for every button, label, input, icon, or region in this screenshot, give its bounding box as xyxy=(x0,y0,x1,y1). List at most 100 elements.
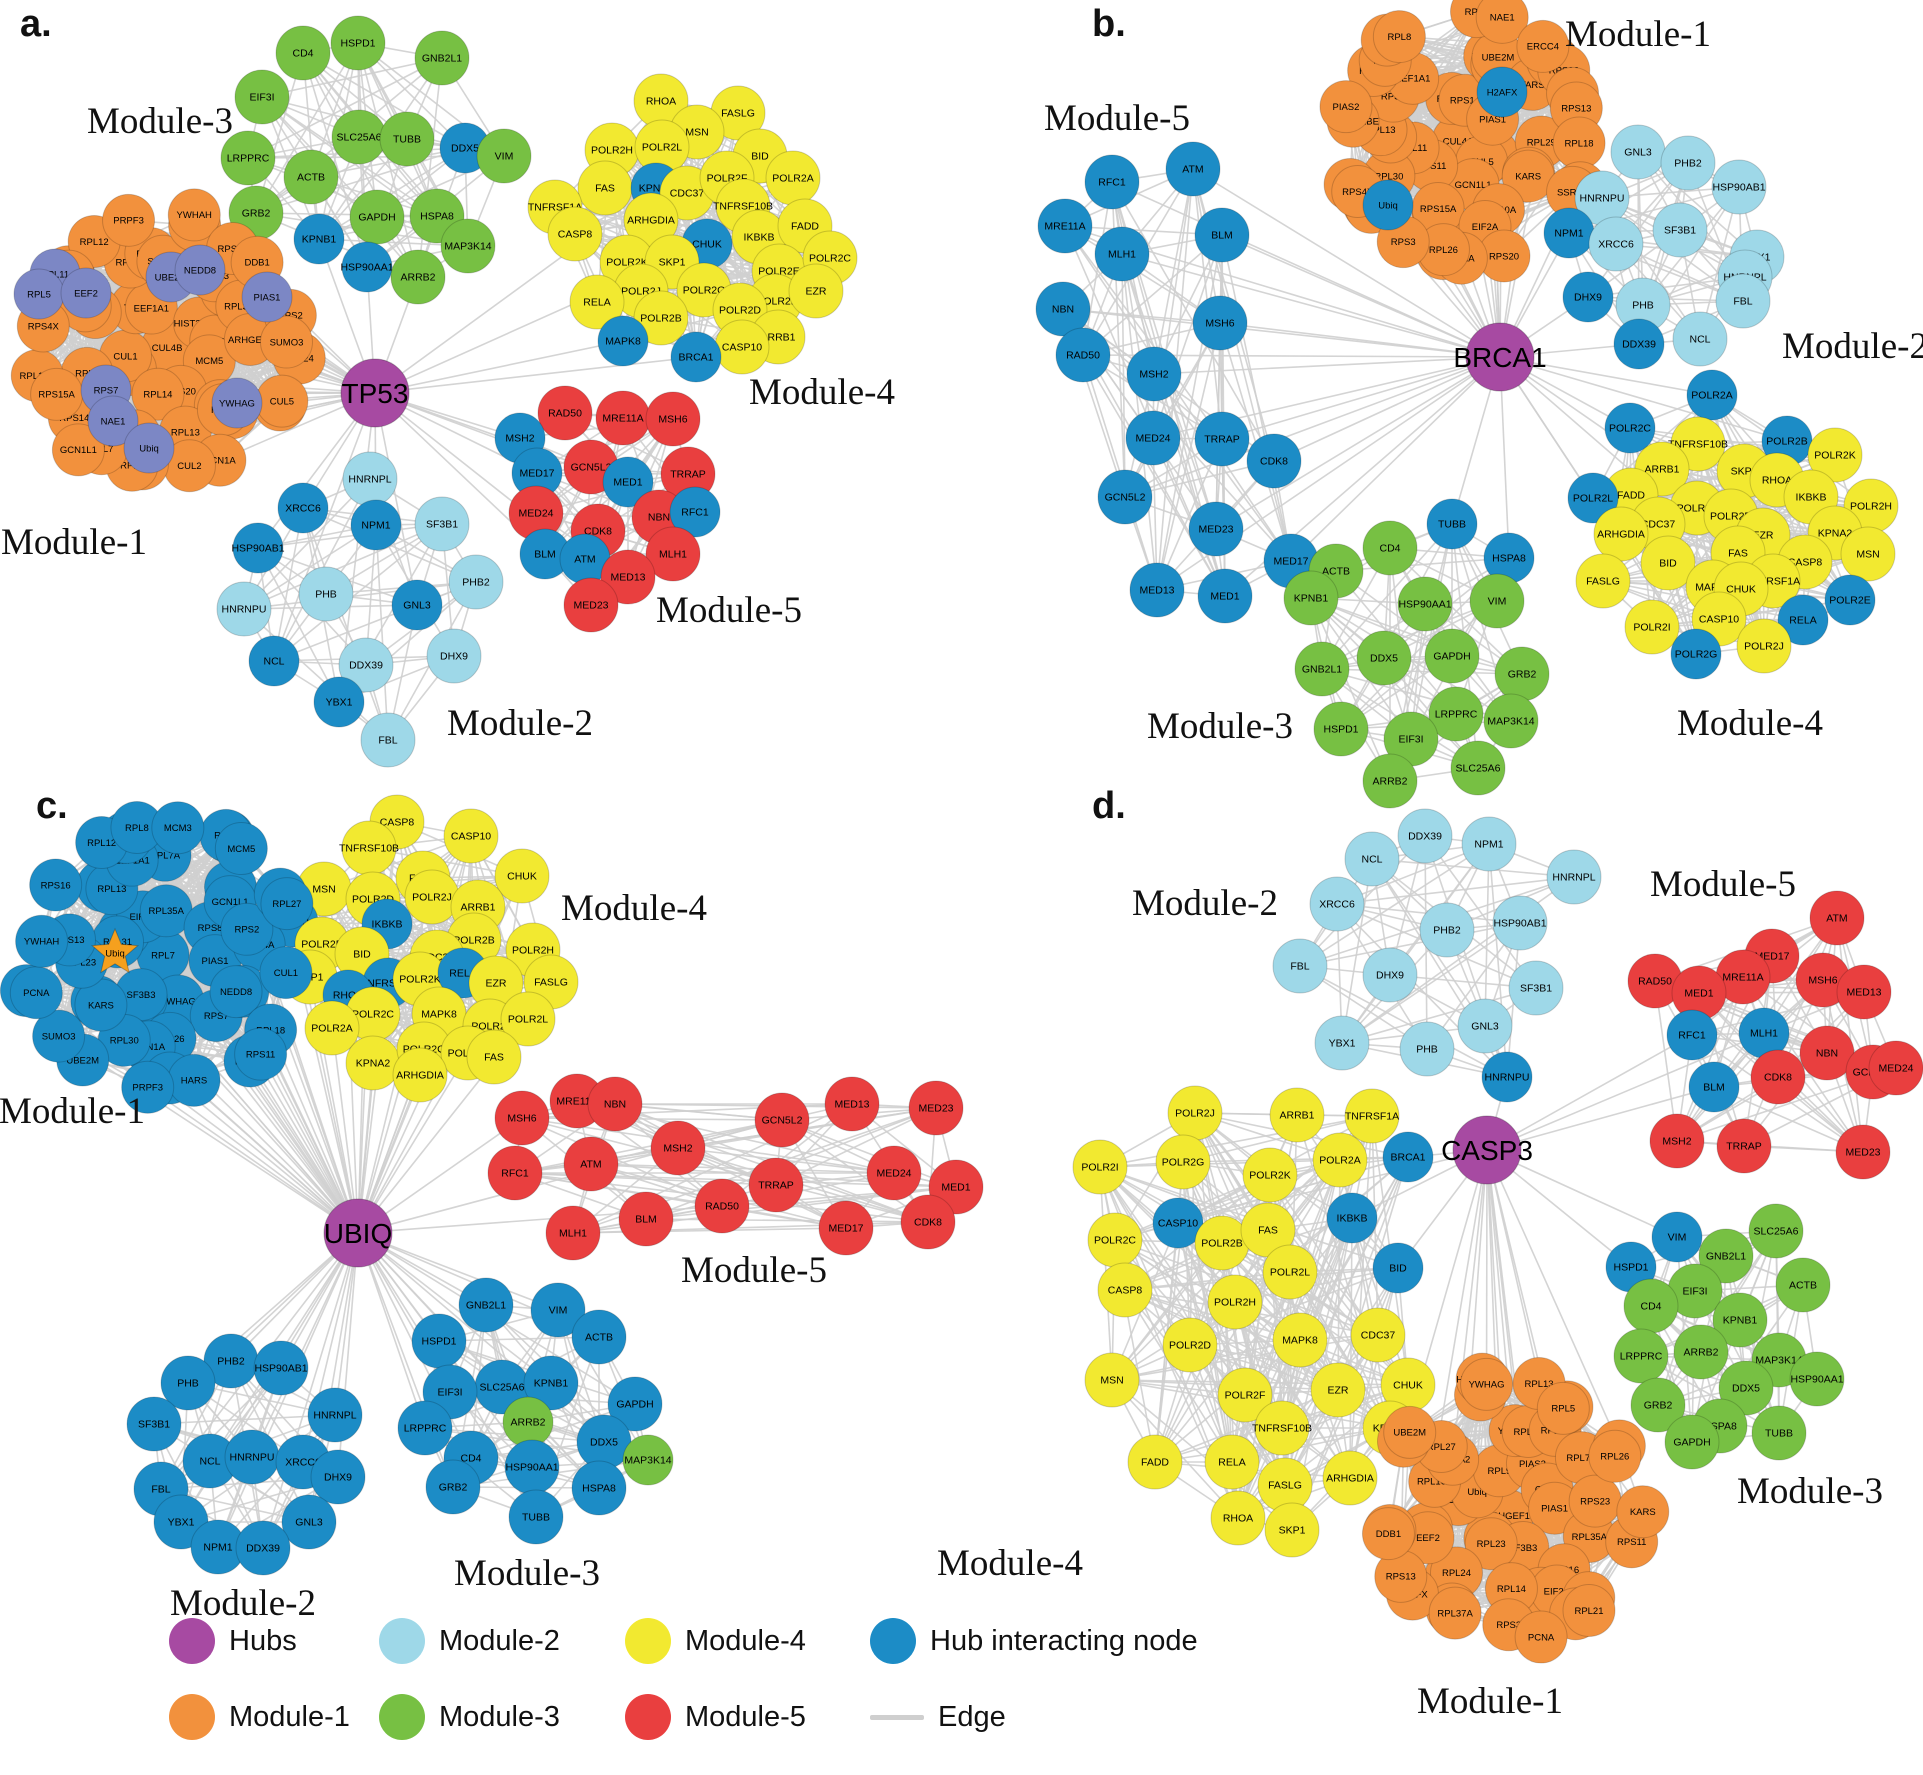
node-BRCA1[interactable] xyxy=(670,331,722,383)
node-DDX39[interactable] xyxy=(338,637,394,693)
node-SUMO3[interactable] xyxy=(32,1009,86,1063)
node-RELA[interactable] xyxy=(569,274,625,330)
node-DHX9[interactable] xyxy=(426,628,482,684)
node-XRCC6[interactable] xyxy=(1588,216,1644,272)
node-BLM[interactable] xyxy=(618,1191,674,1247)
node-PRPF3[interactable] xyxy=(121,1060,175,1114)
node-GNB2L1[interactable] xyxy=(414,30,470,86)
node-MRE11A[interactable] xyxy=(595,390,651,446)
node-MED17[interactable] xyxy=(818,1200,874,1256)
node-DDX39[interactable] xyxy=(1613,318,1665,370)
node-POLR2I[interactable] xyxy=(1624,599,1680,655)
node-MAP3K14[interactable] xyxy=(440,218,496,274)
node-CDK8[interactable] xyxy=(900,1194,956,1250)
node-RFC1[interactable] xyxy=(669,486,721,538)
node-NEDD8[interactable] xyxy=(174,244,226,296)
node-TUBB[interactable] xyxy=(379,111,435,167)
node-ARRB2[interactable] xyxy=(390,249,446,305)
node-NPM1[interactable] xyxy=(350,499,402,551)
node-SF3B1[interactable] xyxy=(126,1396,182,1452)
node-TUBB[interactable] xyxy=(508,1489,564,1545)
node-LRPPRC[interactable] xyxy=(220,130,276,186)
node-PHB2[interactable] xyxy=(1660,135,1716,191)
node-GAPDH[interactable] xyxy=(1424,628,1480,684)
node-ARHGDIA[interactable] xyxy=(1593,506,1649,562)
node-GCN5L2[interactable] xyxy=(754,1092,810,1148)
node-ACTB[interactable] xyxy=(283,149,339,205)
node-VIM[interactable] xyxy=(476,128,532,184)
node-RPS16[interactable] xyxy=(29,858,83,912)
node-HSP90AA1[interactable] xyxy=(341,241,393,293)
node-RPL27[interactable] xyxy=(260,877,314,931)
node-HSP90AA1[interactable] xyxy=(1397,576,1453,632)
node-POLR2L[interactable] xyxy=(1567,472,1619,524)
node-POLR2L[interactable] xyxy=(500,991,556,1047)
node-CD4[interactable] xyxy=(275,25,331,81)
node-NCL[interactable] xyxy=(248,635,300,687)
node-MLH1[interactable] xyxy=(645,526,701,582)
node-HARS[interactable] xyxy=(167,1053,221,1107)
node-MSH6[interactable] xyxy=(1192,295,1248,351)
node-PHB[interactable] xyxy=(160,1355,216,1411)
node-MSH2[interactable] xyxy=(1126,346,1182,402)
node-EZR[interactable] xyxy=(788,263,844,319)
node-EEF2[interactable] xyxy=(60,267,112,319)
node-MED24[interactable] xyxy=(866,1145,922,1201)
node-GNB2L1[interactable] xyxy=(458,1277,514,1333)
node-POLR2K[interactable] xyxy=(1807,427,1863,483)
node-MCM3[interactable] xyxy=(151,801,205,855)
node-RPS15A[interactable] xyxy=(30,367,84,421)
node-ATM[interactable] xyxy=(1165,141,1221,197)
node-POLR2A[interactable] xyxy=(765,150,821,206)
node-CD4[interactable] xyxy=(1362,520,1418,576)
node-CASP10[interactable] xyxy=(714,319,770,375)
node-MSN[interactable] xyxy=(1840,526,1896,582)
node-RFC1[interactable] xyxy=(487,1145,543,1201)
node-NBN[interactable] xyxy=(587,1076,643,1132)
node-Ubiq[interactable] xyxy=(90,927,140,974)
node-NCL[interactable] xyxy=(1672,311,1728,367)
node-NAE1[interactable] xyxy=(87,395,139,447)
node-FASLG[interactable] xyxy=(1575,553,1631,609)
node-ERCC4[interactable] xyxy=(1516,19,1570,73)
node-YWHAH[interactable] xyxy=(167,188,221,242)
node-RPL14[interactable] xyxy=(131,367,185,421)
node-EIF3I[interactable] xyxy=(234,69,290,125)
node-POLR2G[interactable] xyxy=(1670,628,1722,680)
node-PIAS1[interactable] xyxy=(241,271,293,323)
node-HNRNPU[interactable] xyxy=(216,581,272,637)
node-GAPDH[interactable] xyxy=(349,189,405,245)
node-SLC25A6[interactable] xyxy=(331,109,387,165)
node-RPL8[interactable] xyxy=(1372,10,1426,64)
node-POLR2B[interactable] xyxy=(633,290,689,346)
node-DDX39[interactable] xyxy=(235,1520,291,1576)
node-PIAS2[interactable] xyxy=(1319,80,1373,134)
node-MED24[interactable] xyxy=(1125,410,1181,466)
node-MAP3K14[interactable] xyxy=(1483,693,1539,749)
node-POLR2J[interactable] xyxy=(1736,618,1792,674)
node-GNB2L1[interactable] xyxy=(1294,641,1350,697)
node-LRPPRC[interactable] xyxy=(1428,686,1484,742)
node-MED23[interactable] xyxy=(908,1080,964,1136)
node-DHX9[interactable] xyxy=(1562,271,1614,323)
node-Ubiq[interactable] xyxy=(123,422,175,474)
node-NBN[interactable] xyxy=(1035,281,1091,337)
node-HSPD1[interactable] xyxy=(411,1313,467,1369)
node-MCM5[interactable] xyxy=(214,822,268,876)
node-ACTB[interactable] xyxy=(571,1309,627,1365)
node-GCN5L2[interactable] xyxy=(1097,469,1153,525)
node-MED23[interactable] xyxy=(1188,501,1244,557)
node-MED23[interactable] xyxy=(563,577,619,633)
node-FBL[interactable] xyxy=(1715,273,1771,329)
node-MRE11A[interactable] xyxy=(1037,198,1093,254)
node-ATM[interactable] xyxy=(563,1136,619,1192)
node-FAS[interactable] xyxy=(466,1029,522,1085)
node-YBX1[interactable] xyxy=(313,676,365,728)
node-POLR2A[interactable] xyxy=(1686,369,1738,421)
node-NEDD8[interactable] xyxy=(209,965,263,1019)
node-MSH6[interactable] xyxy=(645,391,701,447)
node-BLM[interactable] xyxy=(1194,207,1250,263)
node-Ubiq[interactable] xyxy=(1362,179,1414,231)
node-RAD50[interactable] xyxy=(537,385,593,441)
node-NPM1[interactable] xyxy=(1543,207,1595,259)
